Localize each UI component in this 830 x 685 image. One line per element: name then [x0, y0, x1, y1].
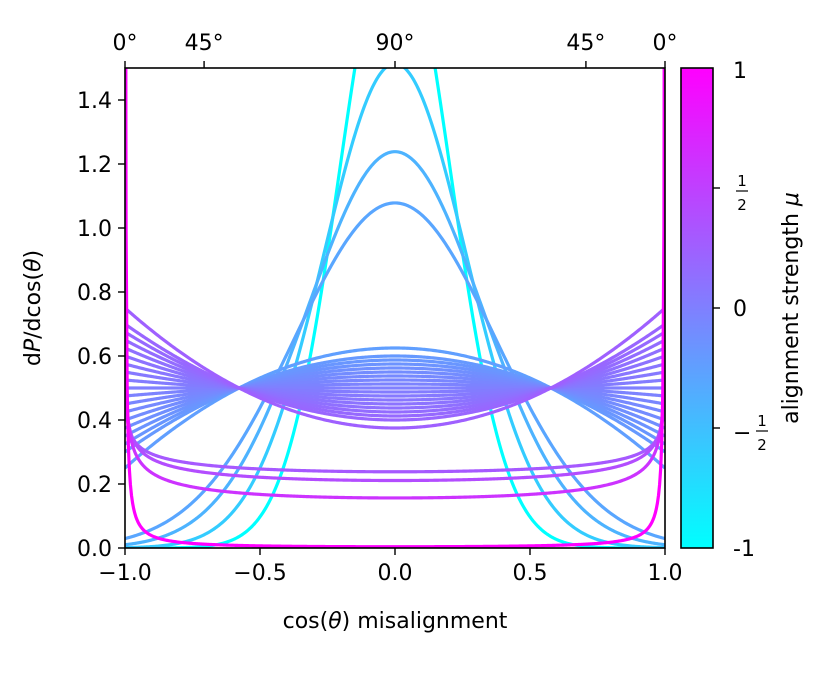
colorbar-tick-neg-half: − 1 2	[733, 412, 768, 454]
y-tick-label-6: 1.2	[77, 153, 112, 178]
colorbar-tick-zero: 0	[733, 297, 747, 322]
series-line-22	[125, 306, 665, 430]
x-axis-label: cos(θ) misalignment	[283, 609, 508, 634]
svg-text:1: 1	[757, 412, 767, 430]
top-tick-label-4: 0°	[653, 31, 678, 56]
y-tick-label-0: 0.0	[77, 537, 112, 562]
series-line-3	[125, 201, 665, 541]
y-tick-label-5: 1.0	[77, 217, 112, 242]
top-tick-label-3: 45°	[566, 31, 605, 56]
x-tick-label-1: −0.5	[233, 561, 286, 586]
y-tick-label-4: 0.8	[77, 281, 112, 306]
top-axis-angle-ticks: 0° 45° 90° 45° 0°	[113, 31, 678, 68]
x-axis-ticks: −1.0 −0.5 0.0 0.5 1.0	[98, 548, 683, 586]
y-tick-label-7: 1.4	[77, 89, 112, 114]
x-tick-label-2: 0.0	[378, 561, 413, 586]
y-tick-label-2: 0.4	[77, 409, 112, 434]
colorbar-tick-half: 1 2	[736, 172, 748, 214]
series-line-21	[125, 322, 665, 422]
series-line-25	[125, 68, 665, 500]
x-tick-label-0: −1.0	[98, 561, 151, 586]
series-line-1	[125, 68, 665, 548]
x-tick-label-4: 1.0	[648, 561, 683, 586]
series-line-2	[125, 150, 665, 547]
top-tick-label-1: 45°	[185, 31, 224, 56]
plot-frame	[124, 67, 666, 549]
series-line-24	[125, 68, 665, 483]
series-line-23	[125, 82, 665, 474]
x-tick-label-3: 0.5	[513, 561, 548, 586]
colorbar-tick-min: -1	[733, 537, 755, 562]
svg-text:1: 1	[737, 172, 747, 190]
colorbar-tick-max: 1	[733, 59, 747, 84]
colorbar-gradient	[680, 67, 714, 549]
svg-text:2: 2	[737, 196, 747, 214]
density-curves	[125, 68, 665, 548]
colorbar-label: alignment strength μ	[779, 192, 804, 424]
svg-text:−: −	[733, 421, 751, 446]
series-line-4	[125, 346, 665, 470]
top-tick-label-2: 90°	[376, 31, 415, 56]
y-axis-label: dP/dcos(θ)	[21, 250, 46, 366]
colorbar: 1 1 2 0 − 1 2 -1 alignment strength μ	[680, 59, 804, 562]
series-line-26	[125, 68, 665, 548]
svg-text:2: 2	[757, 436, 767, 454]
y-tick-label-1: 0.2	[77, 473, 112, 498]
y-axis-ticks: 0.0 0.2 0.4 0.6 0.8 1.0 1.2 1.4	[77, 89, 125, 562]
top-tick-label-0: 0°	[113, 31, 138, 56]
y-tick-label-3: 0.6	[77, 345, 112, 370]
